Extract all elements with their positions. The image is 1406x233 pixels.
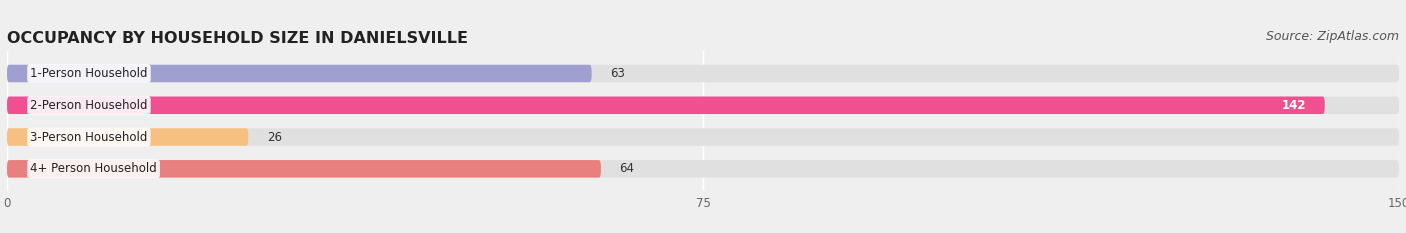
Text: 63: 63 (610, 67, 626, 80)
FancyBboxPatch shape (7, 160, 1399, 178)
Text: 64: 64 (620, 162, 634, 175)
Text: Source: ZipAtlas.com: Source: ZipAtlas.com (1265, 30, 1399, 43)
Text: 3-Person Household: 3-Person Household (31, 130, 148, 144)
Text: 142: 142 (1282, 99, 1306, 112)
FancyBboxPatch shape (7, 96, 1324, 114)
FancyBboxPatch shape (7, 65, 1399, 82)
FancyBboxPatch shape (7, 160, 600, 178)
Text: OCCUPANCY BY HOUSEHOLD SIZE IN DANIELSVILLE: OCCUPANCY BY HOUSEHOLD SIZE IN DANIELSVI… (7, 31, 468, 46)
FancyBboxPatch shape (7, 128, 1399, 146)
FancyBboxPatch shape (7, 128, 249, 146)
Text: 1-Person Household: 1-Person Household (31, 67, 148, 80)
Text: 2-Person Household: 2-Person Household (31, 99, 148, 112)
FancyBboxPatch shape (7, 65, 592, 82)
Text: 4+ Person Household: 4+ Person Household (31, 162, 157, 175)
FancyBboxPatch shape (7, 96, 1399, 114)
Text: 26: 26 (267, 130, 281, 144)
